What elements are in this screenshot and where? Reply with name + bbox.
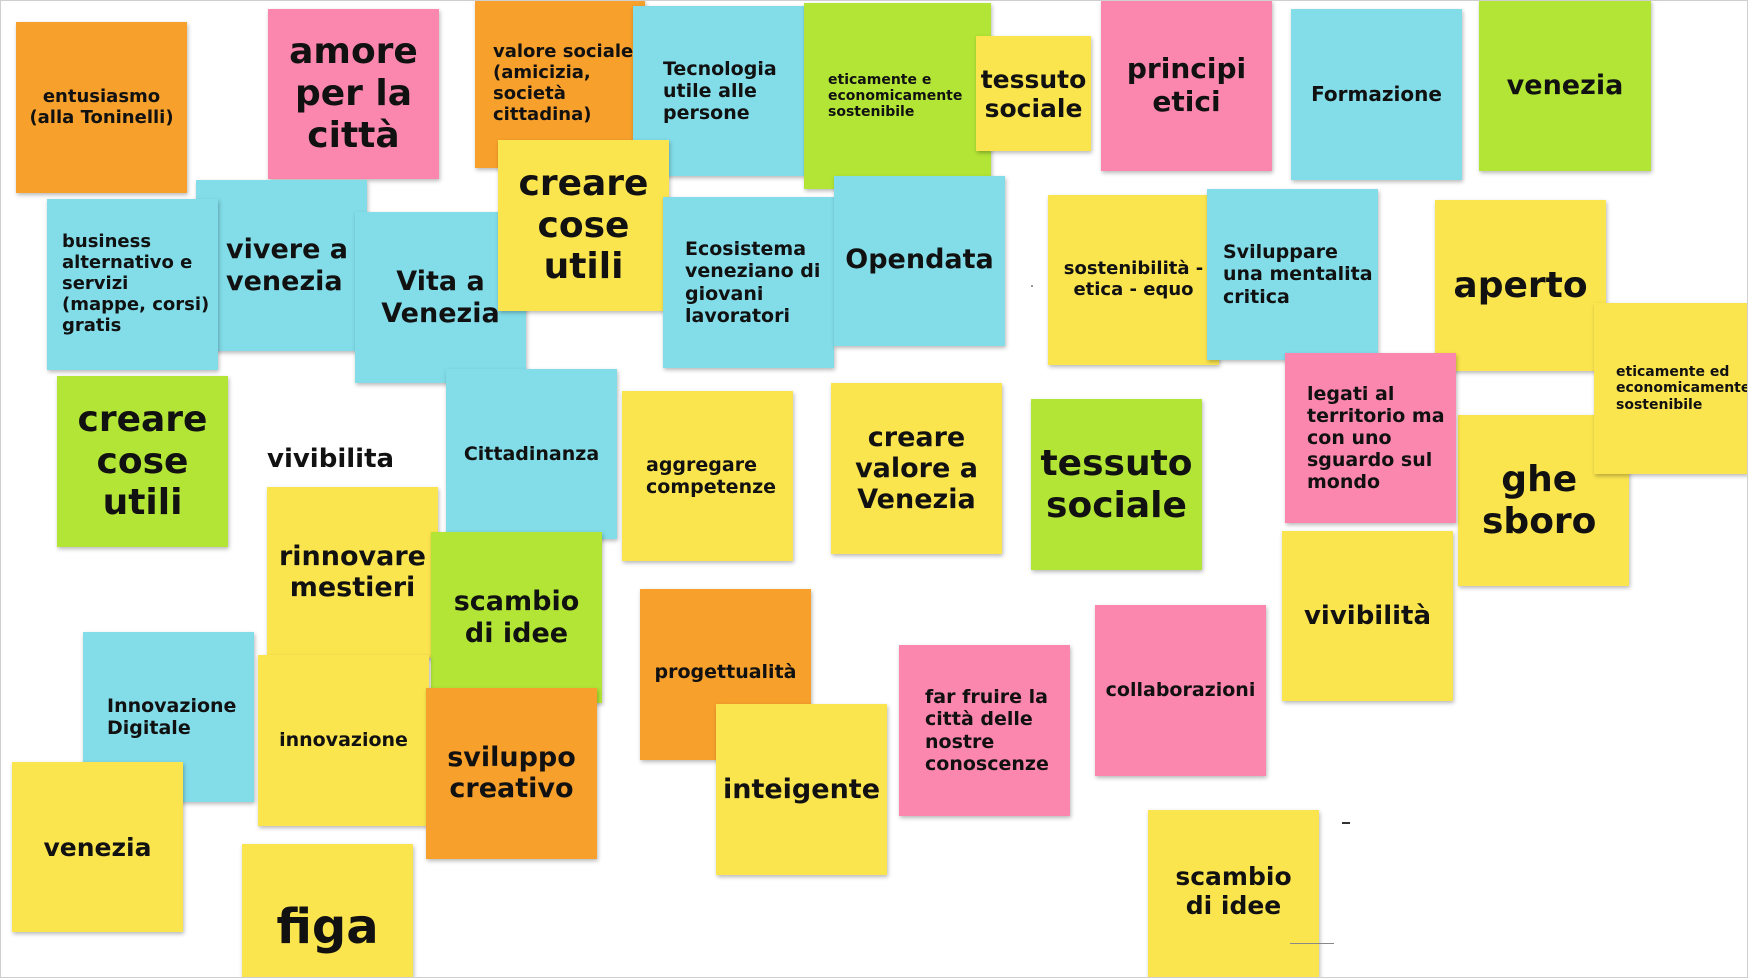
note-text: scambio di idee xyxy=(453,586,580,649)
stray-mark xyxy=(1290,943,1334,944)
sticky-note-cittadinanza[interactable]: Cittadinanza xyxy=(446,369,617,539)
note-text: Innovazione Digitale xyxy=(107,694,237,739)
note-text: eticamente e economicamente sostenibile xyxy=(828,71,963,121)
sticky-note-rinnovare[interactable]: rinnovare mestieri xyxy=(267,487,438,658)
note-text: sviluppo creativo xyxy=(447,742,576,805)
note-text: legati al territorio ma con uno sguardo … xyxy=(1307,382,1445,494)
note-text: rinnovare mestieri xyxy=(278,541,426,604)
note-text: venezia xyxy=(43,832,152,862)
note-text: innovazione xyxy=(279,729,408,752)
note-text: Sviluppare una mentalita critica xyxy=(1223,241,1373,308)
note-text: vivibilità xyxy=(1303,600,1432,631)
note-text: valore sociale (amicizia, società cittad… xyxy=(493,41,634,125)
sticky-note-business[interactable]: business alternativo e servizi (mappe, c… xyxy=(47,199,218,370)
note-text: aggregare competenze xyxy=(646,453,777,498)
sticky-note-innovazione-digitale[interactable]: Innovazione Digitale xyxy=(83,632,254,802)
sticky-note-creare-cose-top[interactable]: creare cose utili xyxy=(498,140,669,311)
note-text: Opendata xyxy=(845,244,994,275)
sticky-note-aperto[interactable]: aperto xyxy=(1435,200,1606,371)
sticky-note-inteigente[interactable]: inteigente xyxy=(716,704,887,875)
sticky-note-principi[interactable]: principi etici xyxy=(1101,0,1272,171)
sticky-note-opendata[interactable]: Opendata xyxy=(834,176,1005,346)
note-text: business alternativo e servizi (mappe, c… xyxy=(62,231,210,336)
sticky-note-amore[interactable]: amore per la città xyxy=(268,9,439,179)
sticky-note-aggregare[interactable]: aggregare competenze xyxy=(622,391,793,561)
sticky-note-far-fruire[interactable]: far fruire la città delle nostre conosce… xyxy=(899,645,1070,816)
sticky-note-ecosistema[interactable]: Ecosistema veneziano di giovani lavorato… xyxy=(663,197,834,368)
sticky-note-tessuto-sociale-top[interactable]: tessuto sociale xyxy=(976,36,1091,151)
sticky-note-formazione[interactable]: Formazione xyxy=(1291,9,1462,180)
sticky-note-scambio-bottom[interactable]: scambio di idee xyxy=(1148,810,1319,978)
sticky-note-vita[interactable]: Vita a Venezia xyxy=(355,212,526,383)
note-text: creare valore a Venezia xyxy=(855,421,978,516)
note-text: eticamente ed economicamente sostenibile xyxy=(1616,364,1748,413)
sticky-note-tessuto-sociale-mid[interactable]: tessuto sociale xyxy=(1031,399,1202,570)
note-text: entusiasmo (alla Toninelli) xyxy=(29,85,174,128)
note-text: principi etici xyxy=(1126,52,1247,118)
stray-mark xyxy=(1031,285,1033,287)
note-text: amore per la città xyxy=(289,31,418,156)
note-text: progettualità xyxy=(654,661,797,683)
note-text: tessuto sociale xyxy=(1040,442,1193,526)
sticky-note-sviluppo-creativo[interactable]: sviluppo creativo xyxy=(426,688,597,859)
sticky-note-venezia-bottom[interactable]: venezia xyxy=(12,762,183,932)
note-text: vivere a venezia xyxy=(226,234,349,297)
note-text: ghe sboro xyxy=(1482,458,1597,542)
note-text: figa xyxy=(276,899,379,955)
note-text: Vita a Venezia xyxy=(381,266,500,329)
sticky-note-eticamente-right[interactable]: eticamente ed economicamente sostenibile xyxy=(1594,303,1748,474)
note-text: collaborazioni xyxy=(1105,679,1256,701)
sticky-note-venezia-top[interactable]: venezia xyxy=(1479,0,1651,171)
sticky-note-figa[interactable]: figa xyxy=(242,844,413,978)
sticky-note-collaborazioni[interactable]: collaborazioni xyxy=(1095,605,1266,776)
note-text: Ecosistema veneziano di giovani lavorato… xyxy=(685,238,821,327)
note-text: vivibilita xyxy=(267,444,395,474)
stray-mark xyxy=(1342,822,1350,824)
sticky-note-entusiasmo[interactable]: entusiasmo (alla Toninelli) xyxy=(16,22,187,193)
note-text: venezia xyxy=(1506,69,1624,101)
sticky-note-sviluppare[interactable]: Sviluppare una mentalita critica xyxy=(1207,189,1378,360)
note-text: sostenibilità - etica - equo xyxy=(1063,258,1204,300)
floating-text-vivibilita[interactable]: vivibilita xyxy=(267,444,394,474)
note-text: aperto xyxy=(1453,264,1588,306)
sticky-note-creare-cose-left[interactable]: creare cose utili xyxy=(57,376,228,547)
sticky-note-vivere[interactable]: vivere a venezia xyxy=(196,180,367,351)
sticky-note-innovazione[interactable]: innovazione xyxy=(258,655,429,826)
sticky-note-eticamente-top[interactable]: eticamente e economicamente sostenibile xyxy=(804,3,991,189)
sticky-note-vivibilita[interactable]: vivibilità xyxy=(1282,531,1453,701)
sticky-note-scambio-mid[interactable]: scambio di idee xyxy=(431,532,602,703)
note-text: creare cose utili xyxy=(77,398,208,524)
note-text: inteigente xyxy=(722,773,881,805)
note-text: Tecnologia utile alle persone xyxy=(663,57,777,125)
note-text: far fruire la città delle nostre conosce… xyxy=(925,686,1049,775)
note-text: tessuto sociale xyxy=(980,64,1087,123)
note-text: Formazione xyxy=(1311,81,1442,106)
note-text: Cittadinanza xyxy=(463,443,600,465)
sticky-note-legati[interactable]: legati al territorio ma con uno sguardo … xyxy=(1285,353,1456,523)
note-text: creare cose utili xyxy=(518,162,649,288)
note-text: scambio di idee xyxy=(1175,862,1292,920)
sticky-note-creare-valore[interactable]: creare valore a Venezia xyxy=(831,383,1002,554)
sticky-note-sostenibilita[interactable]: sostenibilità - etica - equo xyxy=(1048,195,1219,365)
